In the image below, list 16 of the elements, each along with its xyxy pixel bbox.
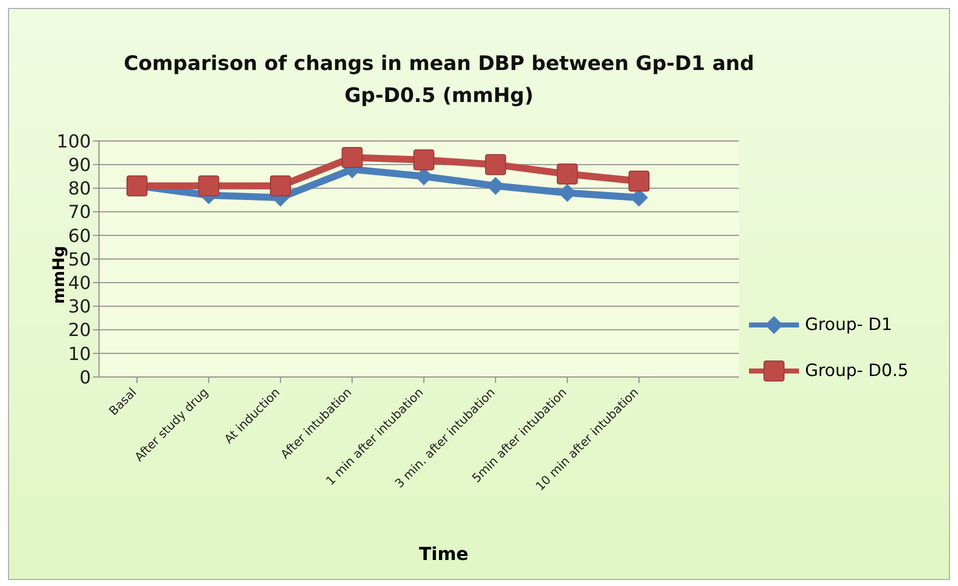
y-tick-label: 90: [68, 154, 91, 176]
y-tick-label: 0: [80, 367, 91, 388]
y-tick-label: 30: [68, 296, 91, 318]
legend-label: Group- D1: [805, 315, 892, 335]
y-tick-label: 40: [68, 272, 91, 294]
y-tick-label: 80: [68, 178, 91, 200]
x-axis-title: Time: [419, 544, 468, 565]
y-tick-label: 100: [56, 131, 91, 152]
y-tick-label: 10: [68, 344, 91, 365]
legend-label: Group- D0.5: [805, 361, 908, 381]
y-axis-title: mmHg: [49, 246, 68, 304]
y-tick-label: 50: [68, 249, 91, 270]
y-tick-label: 60: [68, 226, 91, 247]
chart-title: Comparison of changs in mean DBP between Gp-D1 and Gp-D0.5 (mmHg): [122, 50, 756, 109]
y-tick-label: 70: [68, 202, 91, 224]
y-tick-label: 20: [68, 320, 91, 342]
